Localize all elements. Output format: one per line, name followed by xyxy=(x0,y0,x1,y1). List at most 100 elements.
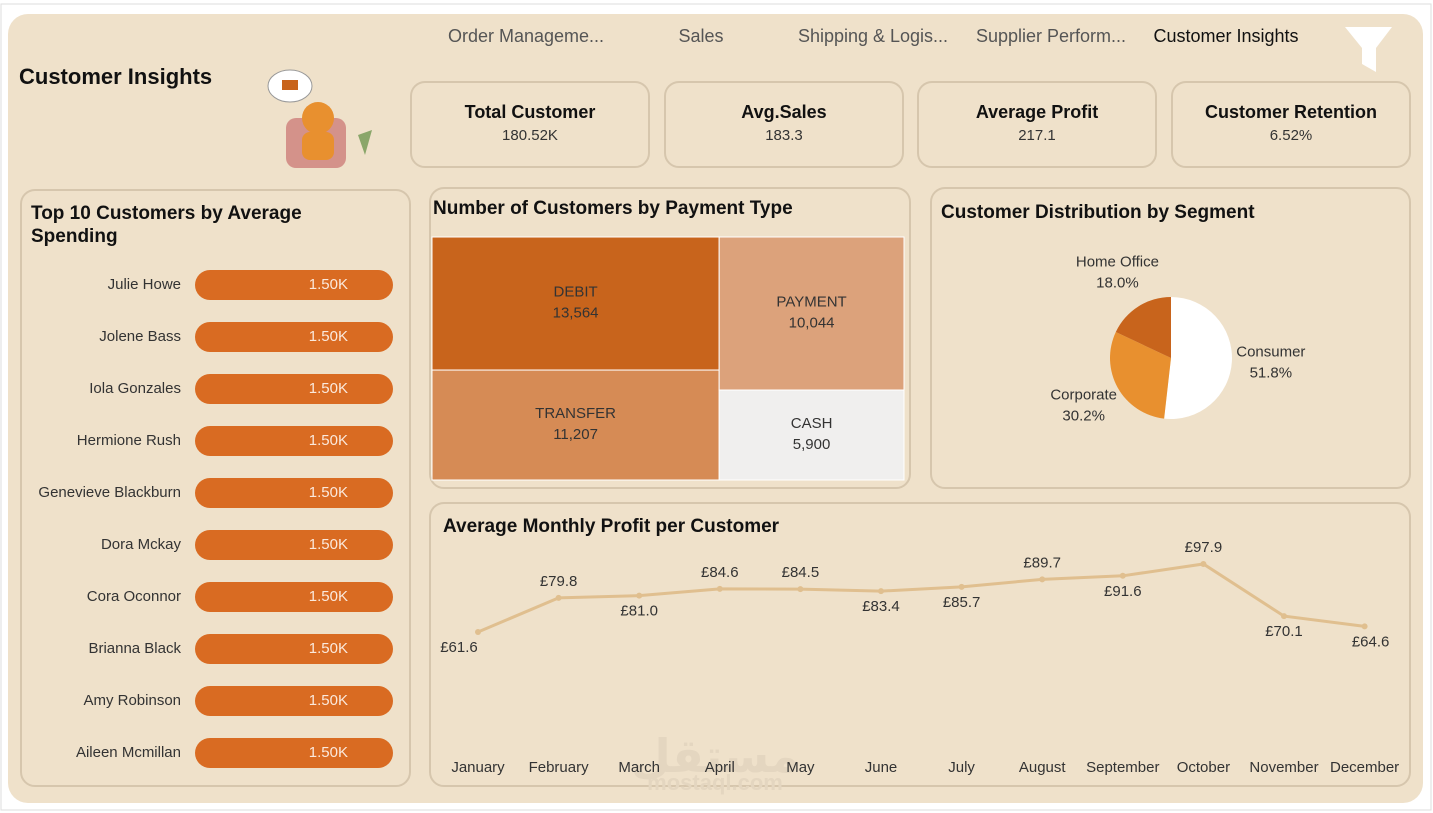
slice-value: 51.8% xyxy=(1250,365,1293,382)
slice-label: Home Office xyxy=(1076,254,1159,271)
filter-icon[interactable] xyxy=(1345,27,1392,72)
value-label: £70.1 xyxy=(1265,623,1303,640)
point xyxy=(475,629,481,635)
line xyxy=(477,562,1365,634)
value-label: 1.50K xyxy=(309,692,348,709)
category-label: Amy Robinson xyxy=(83,692,181,709)
pie-slice xyxy=(1164,297,1232,419)
value-label: 1.50K xyxy=(309,484,348,501)
bar xyxy=(195,322,393,352)
treemap-cell xyxy=(718,236,905,391)
funnel[interactable] xyxy=(1345,27,1392,72)
category-label: Iola Gonzales xyxy=(89,380,181,397)
kpi-card xyxy=(1171,81,1411,168)
value-label: £83.4 xyxy=(862,598,900,615)
nav-tab[interactable]: Sales xyxy=(678,26,723,46)
kpi-value: 183.3 xyxy=(765,127,803,144)
point xyxy=(1039,576,1046,583)
point xyxy=(878,588,884,595)
point xyxy=(555,594,562,601)
category-label: Cora Oconnor xyxy=(87,588,181,605)
x-tick-label: January xyxy=(451,759,505,776)
value-label: £84.6 xyxy=(701,564,739,581)
value-label: £97.9 xyxy=(1185,539,1223,556)
cat-head xyxy=(302,102,334,134)
value-label: £61.6 xyxy=(440,639,478,656)
bar xyxy=(195,582,393,612)
value-label: 1.50K xyxy=(309,640,348,657)
kpi-label: Average Profit xyxy=(976,102,1098,122)
x-tick-label: October xyxy=(1177,759,1230,776)
kpi-label: Customer Retention xyxy=(1205,102,1377,122)
kpi-value: 217.1 xyxy=(1018,127,1056,144)
bar xyxy=(195,270,393,300)
x-tick-label: November xyxy=(1249,759,1318,776)
bar xyxy=(195,374,393,404)
value-label: £84.5 xyxy=(782,564,820,581)
x-tick-label: December xyxy=(1330,759,1399,776)
kpi-card xyxy=(410,81,650,168)
pie-slice xyxy=(1115,297,1171,358)
cell-value: 13,564 xyxy=(553,304,599,321)
bar xyxy=(195,686,393,716)
x-tick-label: June xyxy=(865,759,898,776)
value-label: 1.50K xyxy=(309,276,348,293)
watermark: mostaql.com xyxy=(647,770,783,795)
nav-tab[interactable]: Customer Insights xyxy=(1153,26,1298,46)
value-label: 1.50K xyxy=(309,536,348,553)
category-label: Dora Mckay xyxy=(101,536,182,553)
value-label: £85.7 xyxy=(943,594,981,611)
point xyxy=(1361,623,1368,630)
point xyxy=(716,585,723,592)
value-label: £91.6 xyxy=(1104,583,1142,600)
kpi-card xyxy=(664,81,904,168)
bar xyxy=(195,634,393,664)
point xyxy=(958,583,965,590)
category-label: Jolene Bass xyxy=(99,328,181,345)
value-label: 1.50K xyxy=(309,432,348,449)
slice-value: 18.0% xyxy=(1096,275,1139,292)
value-label: £89.7 xyxy=(1023,554,1061,571)
x-tick-label: September xyxy=(1086,759,1159,776)
plant xyxy=(358,130,372,155)
kpi-label: Total Customer xyxy=(465,102,596,122)
cell-value: 5,900 xyxy=(793,436,831,453)
cell-label: PAYMENT xyxy=(776,294,846,311)
x-tick-label: April xyxy=(705,759,735,776)
value-label: 1.50K xyxy=(309,328,348,345)
bar xyxy=(195,478,393,508)
cat-body xyxy=(302,132,334,160)
kpi-label: Avg.Sales xyxy=(741,102,826,122)
page-title: Customer Insights xyxy=(19,64,212,89)
cart xyxy=(282,80,298,90)
value-label: 1.50K xyxy=(309,380,348,397)
value-label: £79.8 xyxy=(540,573,578,590)
kpi-value: 180.52K xyxy=(502,127,558,144)
cell-value: 11,207 xyxy=(553,426,598,443)
bar xyxy=(195,426,393,456)
slice-value: 30.2% xyxy=(1062,408,1105,425)
point xyxy=(636,592,643,599)
illustration xyxy=(267,69,372,168)
category-label: Hermione Rush xyxy=(77,432,181,449)
nav-tab[interactable]: Shipping & Logis... xyxy=(798,26,948,46)
x-tick-label: March xyxy=(618,759,660,776)
category-label: Genevieve Blackburn xyxy=(38,484,181,501)
treemap-cell xyxy=(431,369,720,481)
nav-tab[interactable]: Order Manageme... xyxy=(448,26,604,46)
category-label: Aileen Mcmillan xyxy=(76,744,181,761)
nav-tab[interactable]: Supplier Perform... xyxy=(976,26,1126,46)
slice-label: Consumer xyxy=(1236,344,1305,361)
bar xyxy=(195,738,393,768)
treemap-cell xyxy=(718,389,905,481)
point xyxy=(797,586,804,593)
point xyxy=(1281,613,1287,620)
x-tick-label: May xyxy=(786,759,815,776)
cell-value: 10,044 xyxy=(789,315,835,332)
category-label: Brianna Black xyxy=(88,640,181,657)
bar xyxy=(195,530,393,560)
x-tick-label: February xyxy=(529,759,590,776)
chart-title: Average Monthly Profit per Customer xyxy=(443,516,780,537)
